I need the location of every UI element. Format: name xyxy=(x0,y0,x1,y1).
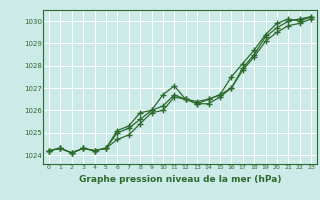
X-axis label: Graphe pression niveau de la mer (hPa): Graphe pression niveau de la mer (hPa) xyxy=(79,175,281,184)
